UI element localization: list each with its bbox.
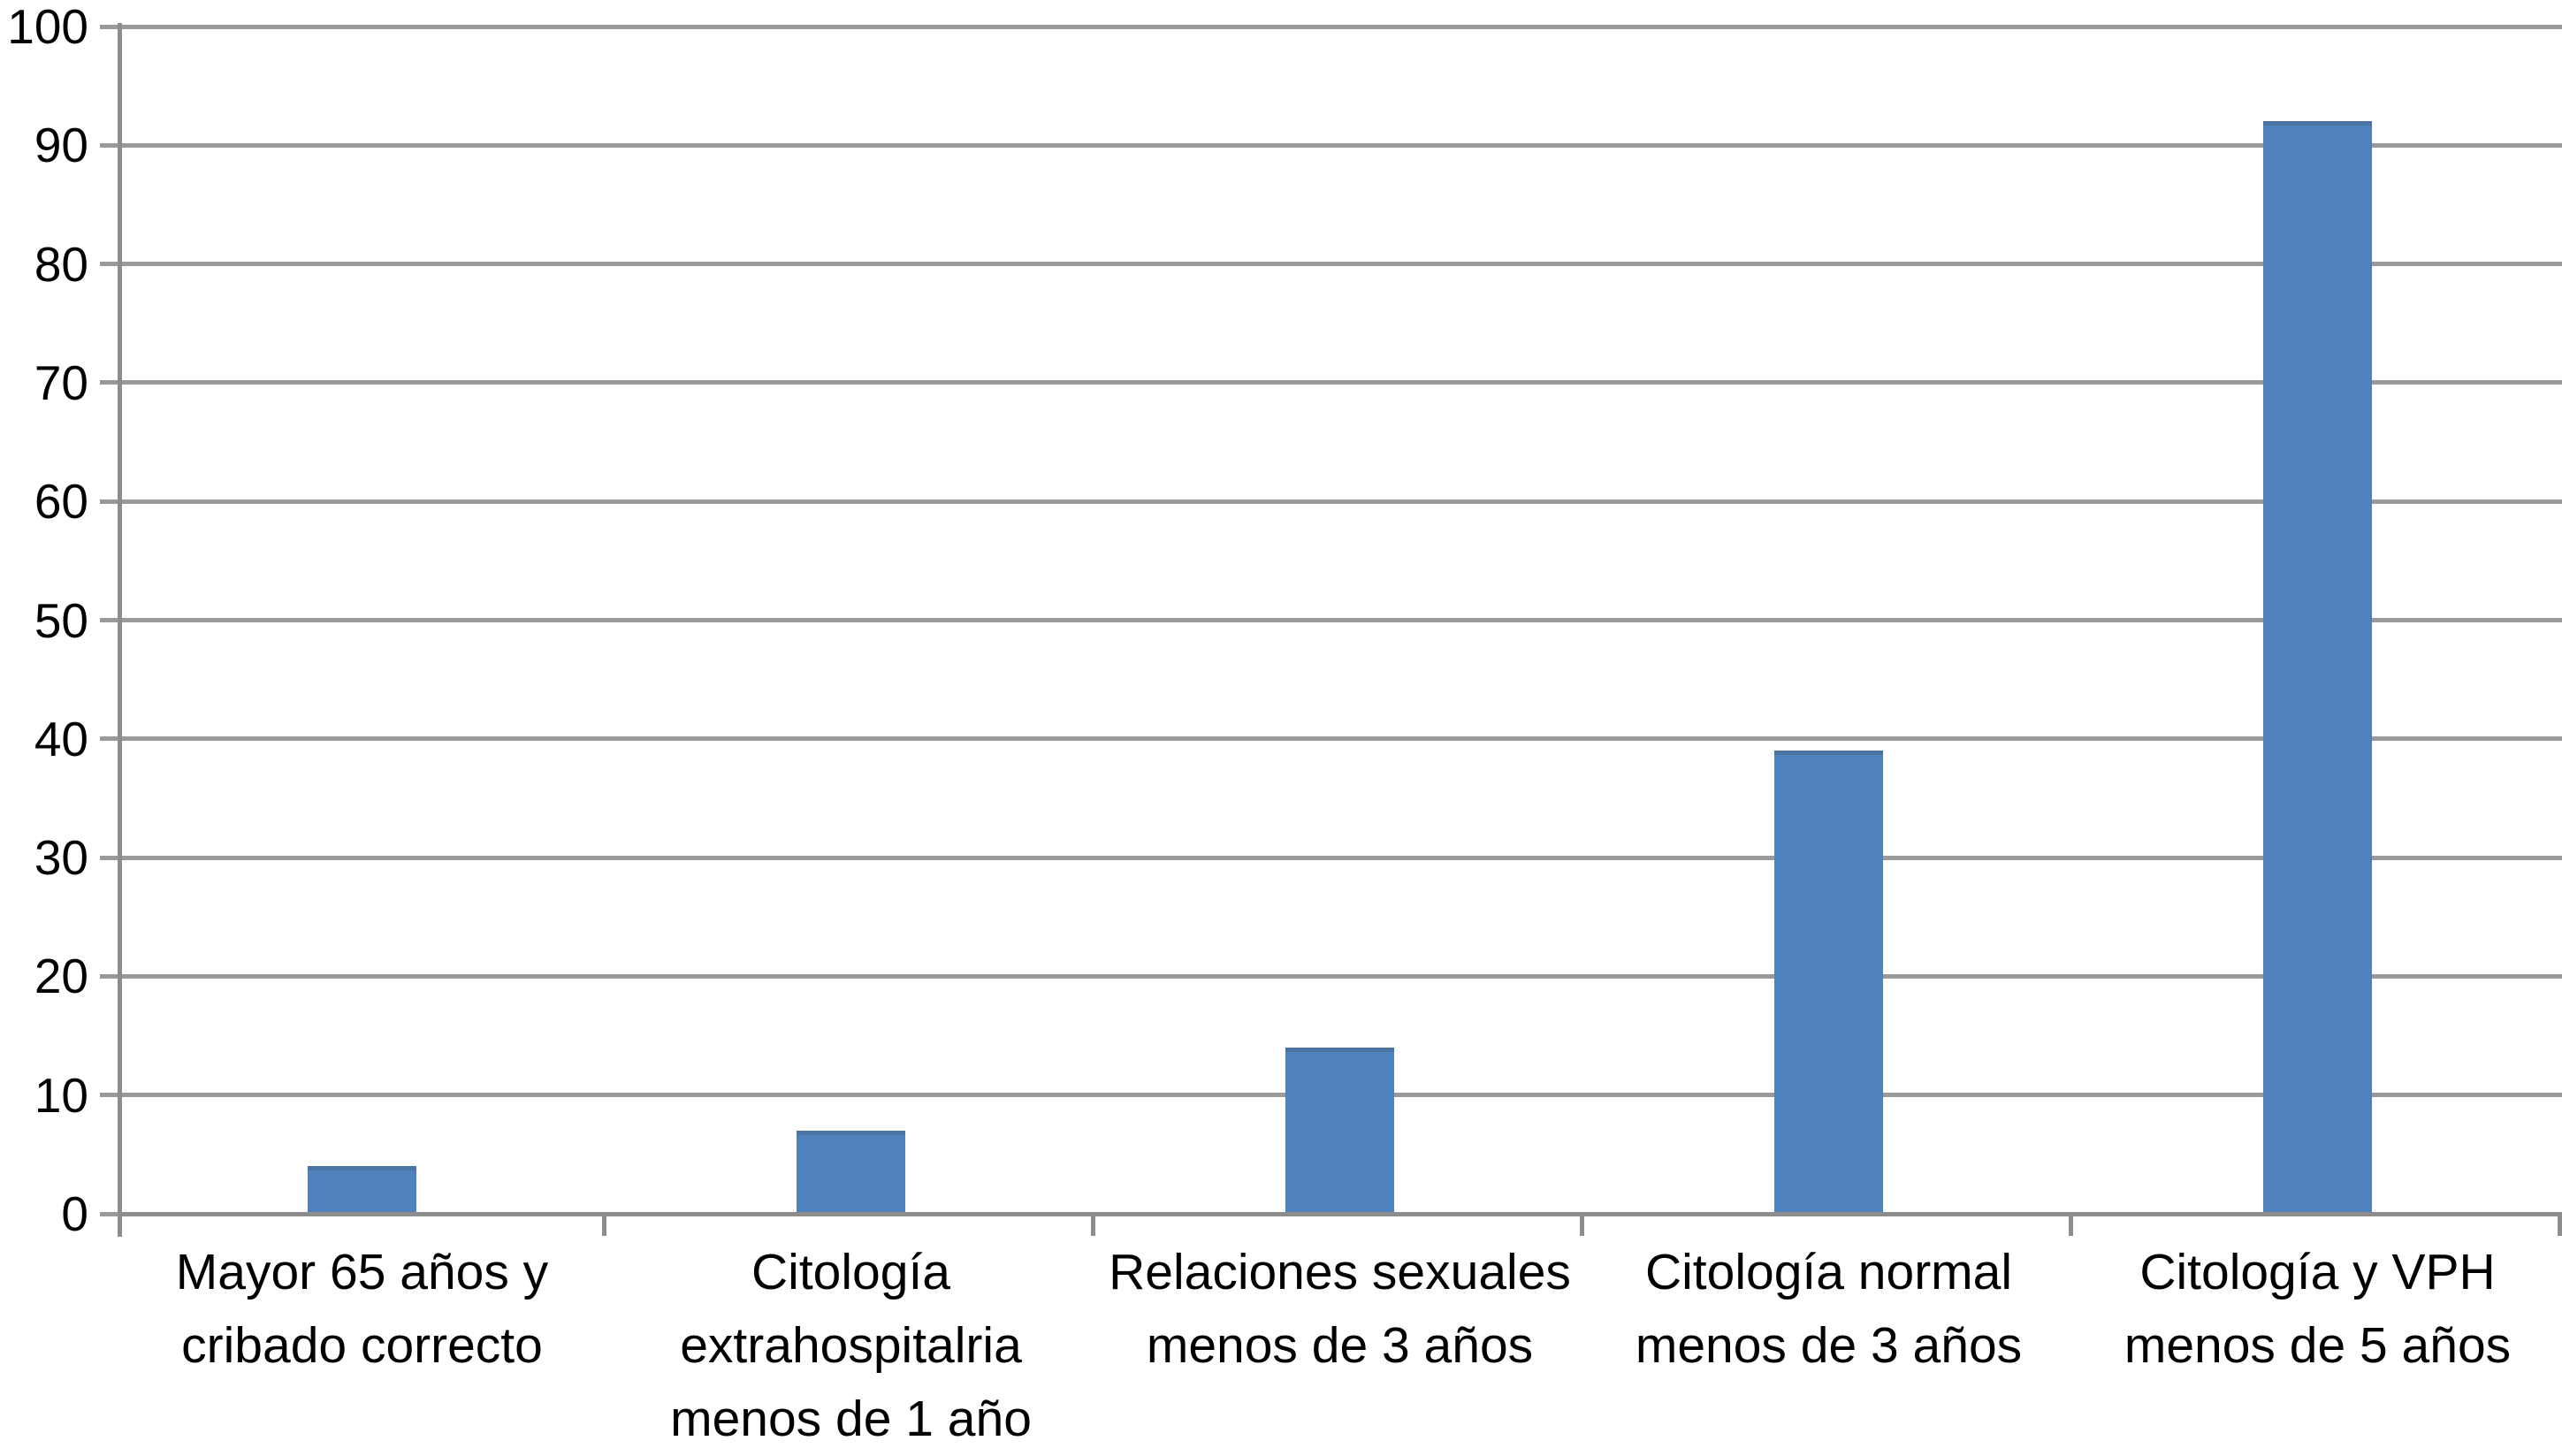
gridline-60 [118, 499, 2562, 504]
y-tick-label-90: 90 [34, 118, 88, 173]
y-tick-70 [100, 380, 118, 385]
gridline-90 [118, 142, 2562, 148]
category-label-line: menos de 3 años [1146, 1317, 1534, 1374]
x-tick-1 [602, 1214, 606, 1236]
gridline-30 [118, 855, 2562, 860]
category-label-line: cribado correcto [181, 1317, 543, 1374]
gridline-20 [118, 973, 2562, 979]
y-tick-label-0: 0 [61, 1186, 88, 1241]
y-tick-label-70: 70 [34, 354, 88, 410]
category-label-5: Citología y VPH menos de 5 años [2047, 1236, 2562, 1383]
y-tick-40 [100, 736, 118, 742]
y-tick-100 [100, 24, 118, 29]
gridline-40 [118, 736, 2562, 742]
x-tick-4 [2069, 1214, 2073, 1236]
y-tick-label-40: 40 [34, 711, 88, 766]
bar-2 [797, 1130, 905, 1214]
category-label-line: menos de 5 años [2124, 1317, 2512, 1374]
category-label-line: Relaciones sexuales [1109, 1244, 1571, 1300]
category-label-line: Citología y VPH [2139, 1244, 2496, 1300]
y-tick-label-50: 50 [34, 592, 88, 648]
category-label-line: Mayor 65 años y [175, 1244, 549, 1300]
y-tick-label-100: 100 [7, 0, 88, 54]
category-label-line: Citología [751, 1244, 950, 1300]
y-tick-label-30: 30 [34, 830, 88, 886]
y-tick-0 [100, 1211, 118, 1216]
y-axis-line [118, 23, 122, 1237]
category-label-line: menos de 3 años [1635, 1317, 2023, 1374]
y-tick-label-10: 10 [34, 1067, 88, 1123]
bar-5 [2263, 121, 2372, 1214]
y-tick-label-60: 60 [34, 474, 88, 530]
category-label-line: menos de 1 año [670, 1391, 1032, 1447]
x-tick-3 [1580, 1214, 1584, 1236]
y-tick-90 [100, 142, 118, 148]
category-label-1: Mayor 65 años y cribado correcto [91, 1236, 633, 1383]
y-tick-50 [100, 618, 118, 622]
category-label-4: Citología normal menos de 3 años [1558, 1236, 2100, 1383]
y-tick-10 [100, 1093, 118, 1098]
y-tick-30 [100, 855, 118, 860]
gridline-50 [118, 618, 2562, 622]
bar-4 [1774, 751, 1883, 1214]
category-label-3: Relaciones sexuales menos de 3 años [1069, 1236, 1611, 1383]
y-tick-label-80: 80 [34, 236, 88, 292]
y-tick-60 [100, 499, 118, 504]
category-label-line: extrahospitalria [680, 1317, 1022, 1374]
category-label-2: Citología extrahospitalria menos de 1 año [580, 1236, 1122, 1456]
gridline-80 [118, 262, 2562, 267]
x-tick-2 [1091, 1214, 1095, 1236]
x-axis-line [118, 1211, 2562, 1216]
gridline-70 [118, 380, 2562, 385]
y-tick-80 [100, 262, 118, 267]
y-tick-label-20: 20 [34, 949, 88, 1004]
bar-1 [308, 1166, 416, 1214]
gridline-100 [118, 24, 2562, 29]
y-tick-20 [100, 973, 118, 979]
x-tick-5 [2558, 1214, 2562, 1236]
bar-3 [1285, 1047, 1394, 1214]
category-label-line: Citología normal [1644, 1244, 2013, 1300]
